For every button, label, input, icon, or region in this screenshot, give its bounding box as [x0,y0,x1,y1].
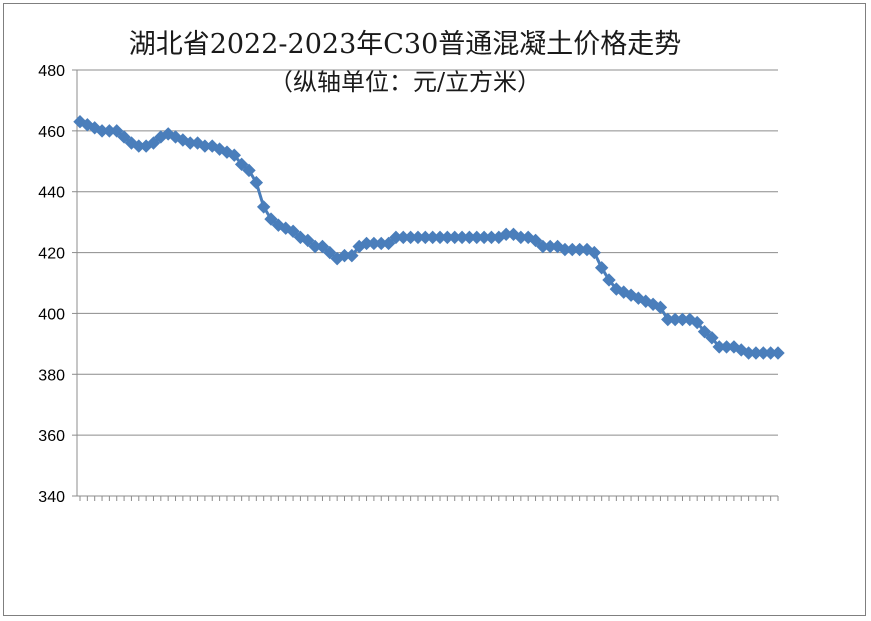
data-point [286,224,300,238]
y-tick-label-400: 400 [38,306,65,323]
chart-frame [3,3,866,616]
data-point [256,200,271,214]
data-point [587,245,602,260]
data-point [653,300,668,315]
y-tick-label-420: 420 [38,246,65,263]
data-point [264,212,278,226]
data-point [249,175,264,190]
y-tick-label-340: 340 [38,489,65,506]
data-point [117,130,131,144]
y-tick-label-360: 360 [38,428,65,445]
data-point [528,233,543,248]
data-point [705,331,719,345]
chart-title: 湖北省2022-2023年C30普通混凝土价格走势 [128,29,682,60]
data-point [242,163,256,178]
data-point [110,124,124,138]
data-point [771,346,785,360]
data-point [381,236,396,251]
data-point [690,315,704,330]
data-point [234,157,249,172]
y-tick-label-380: 380 [38,367,65,384]
data-point [345,248,359,263]
data-point [697,324,712,339]
data-point [323,245,337,260]
data-point [227,148,242,162]
data-point [315,239,330,254]
chart-subtitle: （纵轴单位：元/立方米） [268,68,542,96]
y-tick-label-480: 480 [38,63,65,80]
data-point [602,273,616,287]
y-tick-label-460: 460 [38,124,65,141]
data-point [146,136,161,150]
data-point [301,233,315,248]
data-point [594,261,609,275]
y-tick-label-440: 440 [38,185,65,202]
